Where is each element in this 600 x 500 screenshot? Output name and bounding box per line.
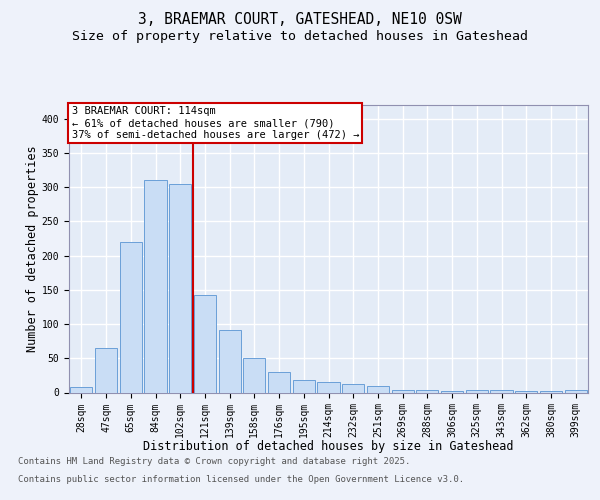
Bar — [515, 391, 538, 392]
Bar — [194, 294, 216, 392]
Bar — [70, 387, 92, 392]
Bar — [293, 380, 315, 392]
Bar — [169, 184, 191, 392]
Bar — [119, 242, 142, 392]
Bar — [145, 180, 167, 392]
Bar — [540, 391, 562, 392]
Bar — [95, 348, 117, 393]
Bar — [342, 384, 364, 392]
Bar — [490, 390, 512, 392]
Text: 3 BRAEMAR COURT: 114sqm
← 61% of detached houses are smaller (790)
37% of semi-d: 3 BRAEMAR COURT: 114sqm ← 61% of detache… — [71, 106, 359, 140]
Y-axis label: Number of detached properties: Number of detached properties — [26, 146, 39, 352]
Bar — [466, 390, 488, 392]
Text: Contains HM Land Registry data © Crown copyright and database right 2025.: Contains HM Land Registry data © Crown c… — [18, 458, 410, 466]
Text: Contains public sector information licensed under the Open Government Licence v3: Contains public sector information licen… — [18, 475, 464, 484]
X-axis label: Distribution of detached houses by size in Gateshead: Distribution of detached houses by size … — [143, 440, 514, 453]
Bar — [243, 358, 265, 392]
Text: Size of property relative to detached houses in Gateshead: Size of property relative to detached ho… — [72, 30, 528, 43]
Bar — [367, 386, 389, 392]
Bar — [416, 390, 439, 392]
Bar — [392, 390, 414, 392]
Bar — [317, 382, 340, 392]
Bar — [268, 372, 290, 392]
Bar — [565, 390, 587, 392]
Bar — [218, 330, 241, 392]
Bar — [441, 391, 463, 392]
Text: 3, BRAEMAR COURT, GATESHEAD, NE10 0SW: 3, BRAEMAR COURT, GATESHEAD, NE10 0SW — [138, 12, 462, 28]
